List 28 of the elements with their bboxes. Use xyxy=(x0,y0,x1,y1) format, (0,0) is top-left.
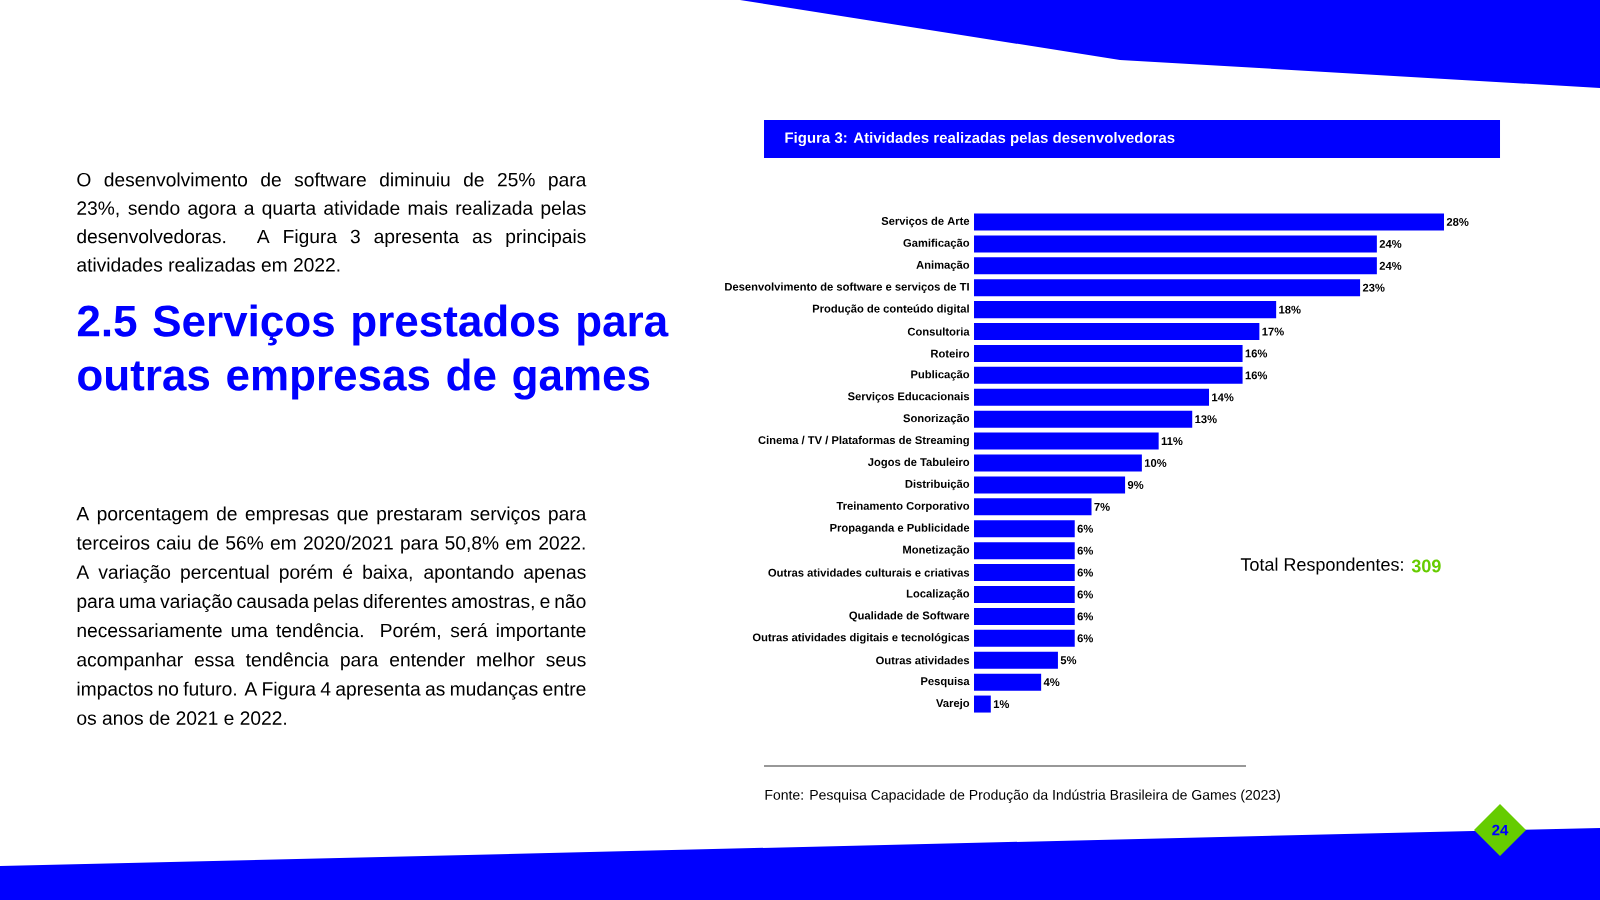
text: A porcentagem de empresas que prestaram serviços para terceiros caiu de 56% em 2020/2021 para 50,8% em 2022. A variação percentual porém é baixa, apontando apenas para uma variação causada pelas diferentes amostras, e não necessariamente uma tendência. Porém, será importante acompanhar essa tendência para entender melhor seus impactos no futuro. A Figura 4 apresenta as mudanças entre os anos de 2021 e 2022. xyxy=(76,506,587,725)
bar xyxy=(974,257,1377,275)
bar xyxy=(974,454,1142,472)
bar xyxy=(974,344,1243,362)
bar xyxy=(974,607,1075,625)
bar xyxy=(974,651,1058,669)
bar xyxy=(974,388,1210,406)
bar xyxy=(974,585,1075,603)
bar xyxy=(974,673,1042,691)
text: 2.5 Serviços prestados para outras empresas de games xyxy=(77,304,669,400)
bar xyxy=(974,235,1377,253)
bar xyxy=(974,695,991,713)
bar xyxy=(974,366,1243,384)
bar xyxy=(974,476,1126,494)
bar xyxy=(974,432,1159,450)
bar xyxy=(974,301,1277,319)
bar xyxy=(974,520,1075,538)
bar xyxy=(974,213,1445,231)
bar xyxy=(974,629,1075,647)
bar xyxy=(974,498,1092,516)
bar xyxy=(974,323,1260,341)
bar xyxy=(974,542,1075,560)
bar xyxy=(974,279,1361,297)
annotation: 309 xyxy=(1411,559,1441,573)
annotation: Total Respondentes: xyxy=(1240,557,1403,575)
text: O desenvolvimento de software diminuiu de 25% para 23%, sendo agora a quarta atividade mais realizada pelas desenvolvedoras. A Figura 3 apresenta as principais atividades realizadas em 2022. xyxy=(77,172,587,272)
bar xyxy=(974,564,1075,582)
bar xyxy=(974,410,1193,428)
